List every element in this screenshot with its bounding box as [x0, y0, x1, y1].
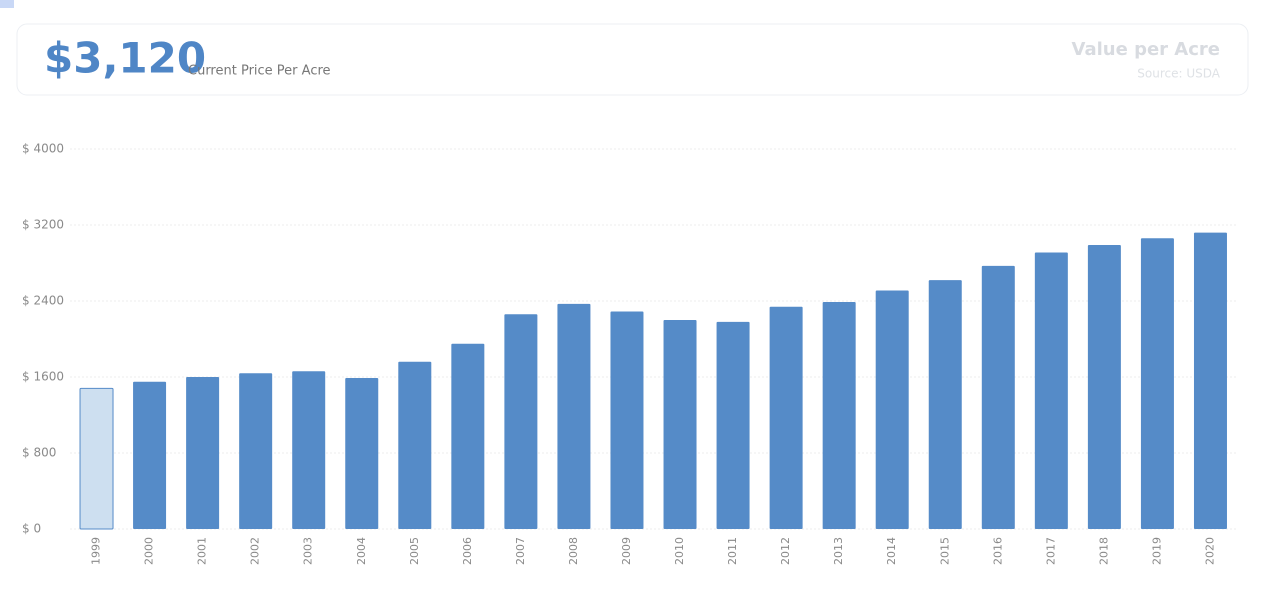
x-tick-label: 2005 [408, 537, 421, 565]
card-source: Source: USDA [1137, 67, 1221, 81]
y-tick-label: $ 800 [22, 446, 56, 460]
x-tick-label: 2000 [143, 537, 156, 565]
x-tick-label: 2020 [1203, 537, 1216, 565]
bar [875, 290, 909, 529]
x-tick-label: 1999 [90, 537, 103, 565]
x-tick-label: 2006 [461, 537, 474, 565]
x-tick-label: 2002 [249, 537, 262, 565]
x-tick-label: 2007 [514, 537, 527, 565]
bar [292, 371, 326, 529]
bar [1034, 252, 1068, 530]
bar [79, 387, 114, 530]
x-tick-label: 2004 [355, 537, 368, 565]
y-tick-label: $ 3200 [22, 218, 64, 232]
bar [504, 314, 538, 529]
bar [928, 280, 962, 529]
x-tick-label: 2017 [1044, 537, 1057, 565]
bar [186, 377, 220, 529]
corner-marker [0, 0, 14, 8]
x-tick-label: 2010 [673, 537, 686, 565]
bar [239, 373, 273, 529]
x-tick-label: 2019 [1150, 537, 1163, 565]
bar [398, 361, 432, 529]
bar [1087, 244, 1121, 529]
bar [451, 343, 485, 529]
x-tick-label: 2015 [938, 537, 951, 565]
x-tick-label: 2008 [567, 537, 580, 565]
bar [557, 303, 591, 529]
bar [716, 321, 750, 529]
x-tick-label: 2009 [620, 537, 633, 565]
x-tick-label: 2014 [885, 537, 898, 565]
x-tick-label: 2011 [726, 537, 739, 565]
bar [1193, 232, 1227, 529]
x-tick-label: 2003 [302, 537, 315, 565]
header-card [16, 23, 1249, 96]
x-tick-label: 2013 [832, 537, 845, 565]
bar [133, 381, 167, 529]
bar [822, 301, 856, 529]
x-tick-label: 2012 [779, 537, 792, 565]
card-title: Value per Acre [1072, 39, 1220, 60]
current-value: $3,120 [44, 34, 206, 83]
current-label: Current Price Per Acre [188, 64, 331, 79]
y-tick-label: $ 2400 [22, 294, 64, 308]
bar [345, 377, 379, 529]
x-tick-label: 2016 [991, 537, 1004, 565]
bar [981, 265, 1015, 529]
y-tick-label: $ 0 [22, 522, 41, 536]
y-tick-label: $ 4000 [22, 142, 64, 156]
bar [769, 306, 803, 529]
x-tick-label: 2018 [1097, 537, 1110, 565]
bar [610, 311, 644, 529]
bar [1140, 238, 1174, 530]
bar [663, 320, 697, 529]
y-tick-label: $ 1600 [22, 370, 64, 384]
x-tick-label: 2001 [196, 537, 209, 565]
